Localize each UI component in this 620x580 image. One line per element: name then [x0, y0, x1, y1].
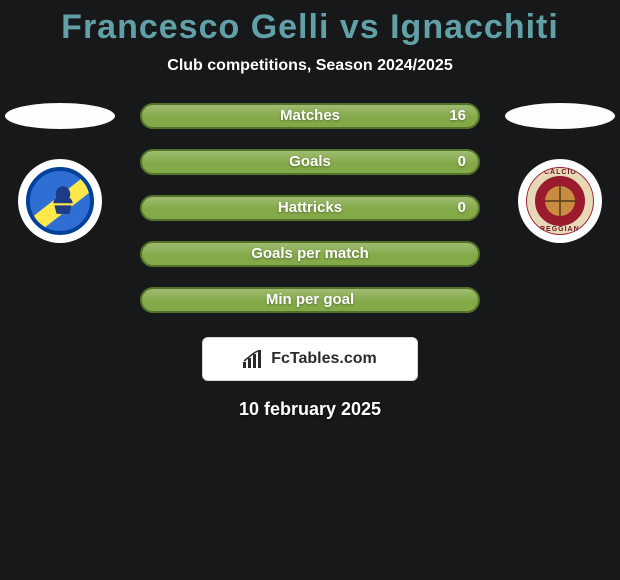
stat-value-right: 16 [449, 105, 466, 127]
player-photo-placeholder-left [5, 103, 115, 129]
footer-date: 10 february 2025 [0, 399, 620, 420]
reggiana-badge: CALCIO REGGIANA [518, 159, 602, 243]
lion-icon [50, 185, 76, 215]
football-icon [545, 186, 575, 216]
stat-bar: Goals per match [140, 241, 480, 267]
right-column: CALCIO REGGIANA [505, 103, 615, 243]
stat-label: Hattricks [278, 199, 342, 216]
frosinone-badge [18, 159, 102, 243]
stat-label: Matches [280, 107, 340, 124]
stat-bar: Matches 16 [140, 103, 480, 129]
content-area: CALCIO REGGIANA Matches16Goals0Hattricks… [0, 103, 620, 313]
left-column [5, 103, 115, 243]
site-attribution: FcTables.com [202, 337, 418, 381]
player-photo-placeholder-right [505, 103, 615, 129]
stats-bars: Matches 16 Goals 0 Hattricks 0 Goals per match… [140, 103, 480, 313]
stat-label: Min per goal [266, 291, 354, 308]
stat-label: Goals per match [251, 245, 369, 262]
stat-value-right: 0 [458, 151, 466, 173]
page-title: Francesco Gelli vs Ignacchiti [0, 0, 620, 47]
club-crest-icon: CALCIO REGGIANA [526, 167, 594, 235]
stat-bar: Min per goal [140, 287, 480, 313]
stat-bar: Hattricks 0 [140, 195, 480, 221]
subtitle: Club competitions, Season 2024/2025 [0, 57, 620, 75]
bar-chart-icon [243, 350, 265, 368]
club-crest-icon [26, 167, 94, 235]
site-name: FcTables.com [271, 350, 377, 368]
stat-value-right: 0 [458, 197, 466, 219]
stat-bar: Goals 0 [140, 149, 480, 175]
stat-label: Goals [289, 153, 331, 170]
